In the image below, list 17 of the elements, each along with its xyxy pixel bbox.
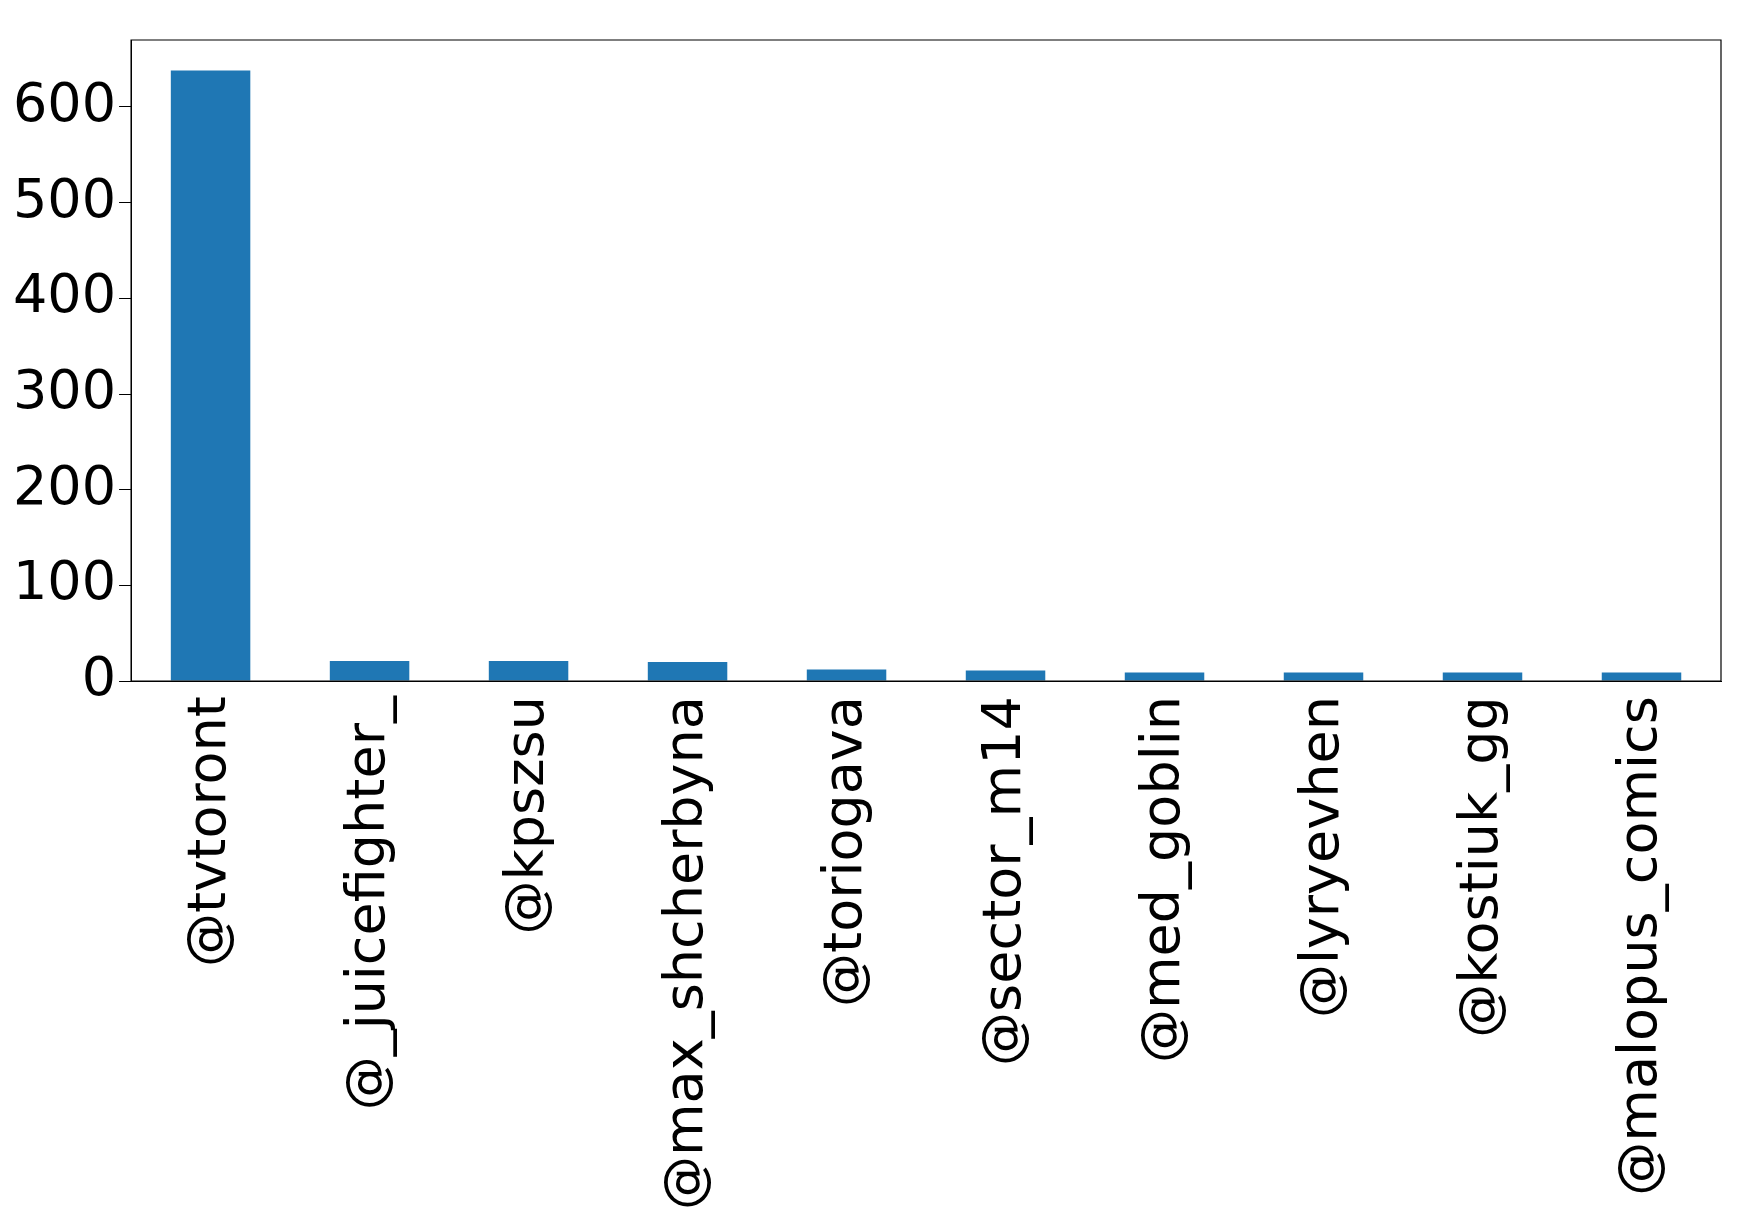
x-tick-label: @tvtoront	[174, 696, 238, 967]
y-tick-label: 100	[12, 549, 117, 613]
y-tick-label: 300	[12, 358, 117, 422]
x-tick-label: @med_goblin	[1128, 696, 1192, 1064]
y-tick-label: 0	[81, 645, 117, 709]
y-tick-label: 500	[12, 166, 117, 230]
y-tick-label: 600	[12, 71, 117, 135]
x-tick-label: @toriogava	[810, 696, 874, 1007]
y-tick-label: 200	[12, 453, 117, 517]
x-tick-label: @kostiuk_gg	[1446, 696, 1510, 1038]
y-tick-label: 400	[12, 262, 117, 326]
x-tick-label: @sector_m14	[969, 696, 1033, 1066]
x-tick-label: @malopus_comics	[1605, 696, 1669, 1196]
x-tick-label: @lyryevhen	[1287, 696, 1351, 1019]
x-tick-label: @max_shcherbyna	[651, 696, 715, 1211]
x-tick-label: @_juicefighter_	[333, 695, 397, 1111]
x-tick-label: @kpszsu	[492, 696, 556, 935]
